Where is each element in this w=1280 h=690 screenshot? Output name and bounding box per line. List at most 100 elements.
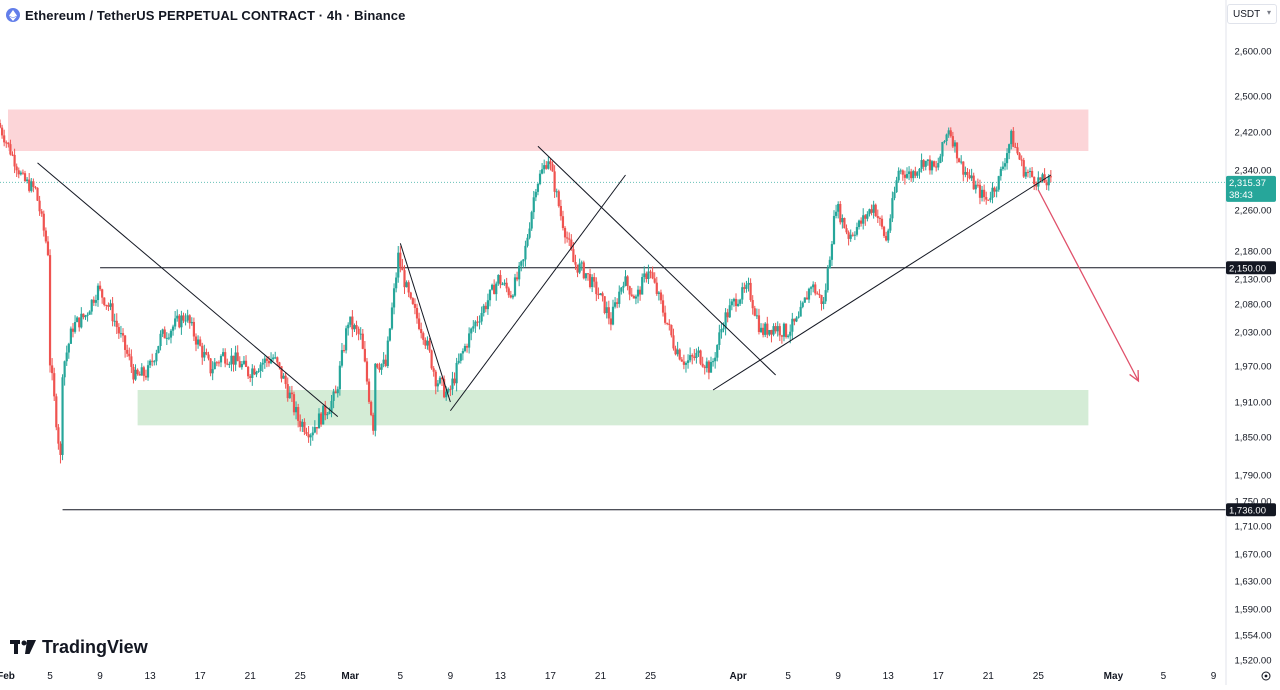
candle-body: [124, 335, 127, 350]
candle-body: [1045, 182, 1048, 186]
time-tick-label: 21: [595, 671, 607, 682]
candle: [588, 268, 592, 289]
candle: [0, 119, 2, 129]
candle: [868, 208, 871, 217]
candle: [1045, 179, 1048, 191]
candle: [953, 140, 957, 153]
trendline-4[interactable]: [712, 174, 1052, 391]
candle: [978, 179, 982, 205]
candle-body: [213, 362, 216, 370]
candle-body: [107, 305, 110, 307]
candle: [98, 281, 102, 292]
candle: [659, 289, 663, 305]
time-tick-label: 9: [1211, 671, 1217, 682]
candle: [1033, 176, 1036, 190]
candle-body: [363, 348, 366, 362]
candle: [697, 346, 700, 357]
candle: [816, 291, 819, 295]
symbol-title[interactable]: Ethereum / TetherUS PERPETUAL CONTRACT ·…: [25, 7, 406, 23]
candle: [910, 168, 913, 182]
candle: [476, 316, 479, 327]
candle: [242, 356, 246, 366]
candle: [997, 175, 1000, 192]
candle: [937, 157, 940, 171]
candle: [1041, 172, 1044, 183]
time-tick-label: Feb: [0, 671, 15, 682]
candle-body: [55, 396, 58, 428]
candle-body: [568, 238, 571, 240]
candle: [211, 361, 214, 381]
candle: [426, 336, 429, 350]
candle-body: [7, 142, 10, 145]
trendline-1[interactable]: [399, 243, 451, 403]
tradingview-logo[interactable]: TradingView: [10, 636, 148, 658]
projection-arrow-line[interactable]: [1037, 189, 1140, 382]
candle: [878, 216, 881, 226]
candle: [230, 348, 233, 372]
candle: [240, 360, 243, 370]
candle: [718, 324, 721, 350]
candle-body: [555, 191, 558, 193]
candle: [101, 288, 104, 304]
candle: [297, 403, 300, 428]
settings-gear-icon[interactable]: [1261, 671, 1271, 681]
candle: [887, 228, 890, 243]
candle-body: [980, 189, 984, 198]
candle-body: [232, 355, 235, 365]
currency-dropdown[interactable]: USDT ▾: [1227, 4, 1277, 24]
candle-body: [155, 352, 158, 362]
candle: [901, 169, 904, 181]
trendlines-layer[interactable]: [37, 145, 1140, 417]
candle-body: [987, 199, 990, 201]
candle-body: [180, 315, 183, 328]
candle-body: [586, 273, 590, 275]
candle-body: [263, 358, 266, 363]
candle-body: [826, 268, 829, 291]
candle-body: [962, 161, 965, 175]
resistance-zone: [8, 109, 1089, 151]
trendline-3[interactable]: [537, 145, 776, 376]
candle-body: [943, 141, 946, 143]
candle-body: [455, 362, 458, 384]
candle: [205, 348, 208, 356]
candle-body: [480, 312, 483, 322]
candle: [461, 348, 464, 361]
candle-body: [92, 299, 95, 303]
candle: [351, 310, 354, 338]
candle: [19, 170, 22, 176]
trendline-0[interactable]: [37, 162, 339, 417]
candle-body: [878, 217, 881, 219]
candle: [90, 299, 93, 315]
candle: [599, 293, 602, 296]
candle: [1024, 166, 1027, 180]
candle-body: [536, 183, 540, 192]
candle: [797, 311, 800, 319]
candle: [847, 230, 850, 246]
candle: [44, 227, 47, 244]
candle: [342, 344, 346, 353]
candle: [630, 287, 633, 297]
candle-body: [561, 216, 565, 228]
candle-body: [86, 314, 89, 316]
candle: [215, 361, 218, 367]
level-badge-0-bg: [1226, 261, 1276, 275]
candle: [834, 204, 838, 219]
price-axis[interactable]: 2,600.00 2,500.00 2,420.00 2,340.00 2,260.00…: [1225, 0, 1271, 685]
candle-body: [682, 361, 685, 365]
candle: [217, 360, 221, 367]
candle-body: [111, 303, 114, 322]
trendline-2[interactable]: [449, 174, 626, 412]
candle-body: [0, 123, 2, 128]
candle: [830, 240, 834, 267]
candle: [478, 315, 481, 330]
candle-body: [622, 285, 625, 288]
candle-body: [912, 171, 915, 179]
candle-body: [30, 181, 33, 191]
candle: [474, 320, 477, 333]
candle: [301, 419, 304, 432]
candle-body: [797, 316, 800, 318]
time-axis[interactable]: Feb 5 9 13 17 21 25 Mar 5 9 13 17 21 25 Apr 5 9 13 17 21 25 M…: [0, 671, 1271, 682]
candle: [463, 343, 467, 353]
